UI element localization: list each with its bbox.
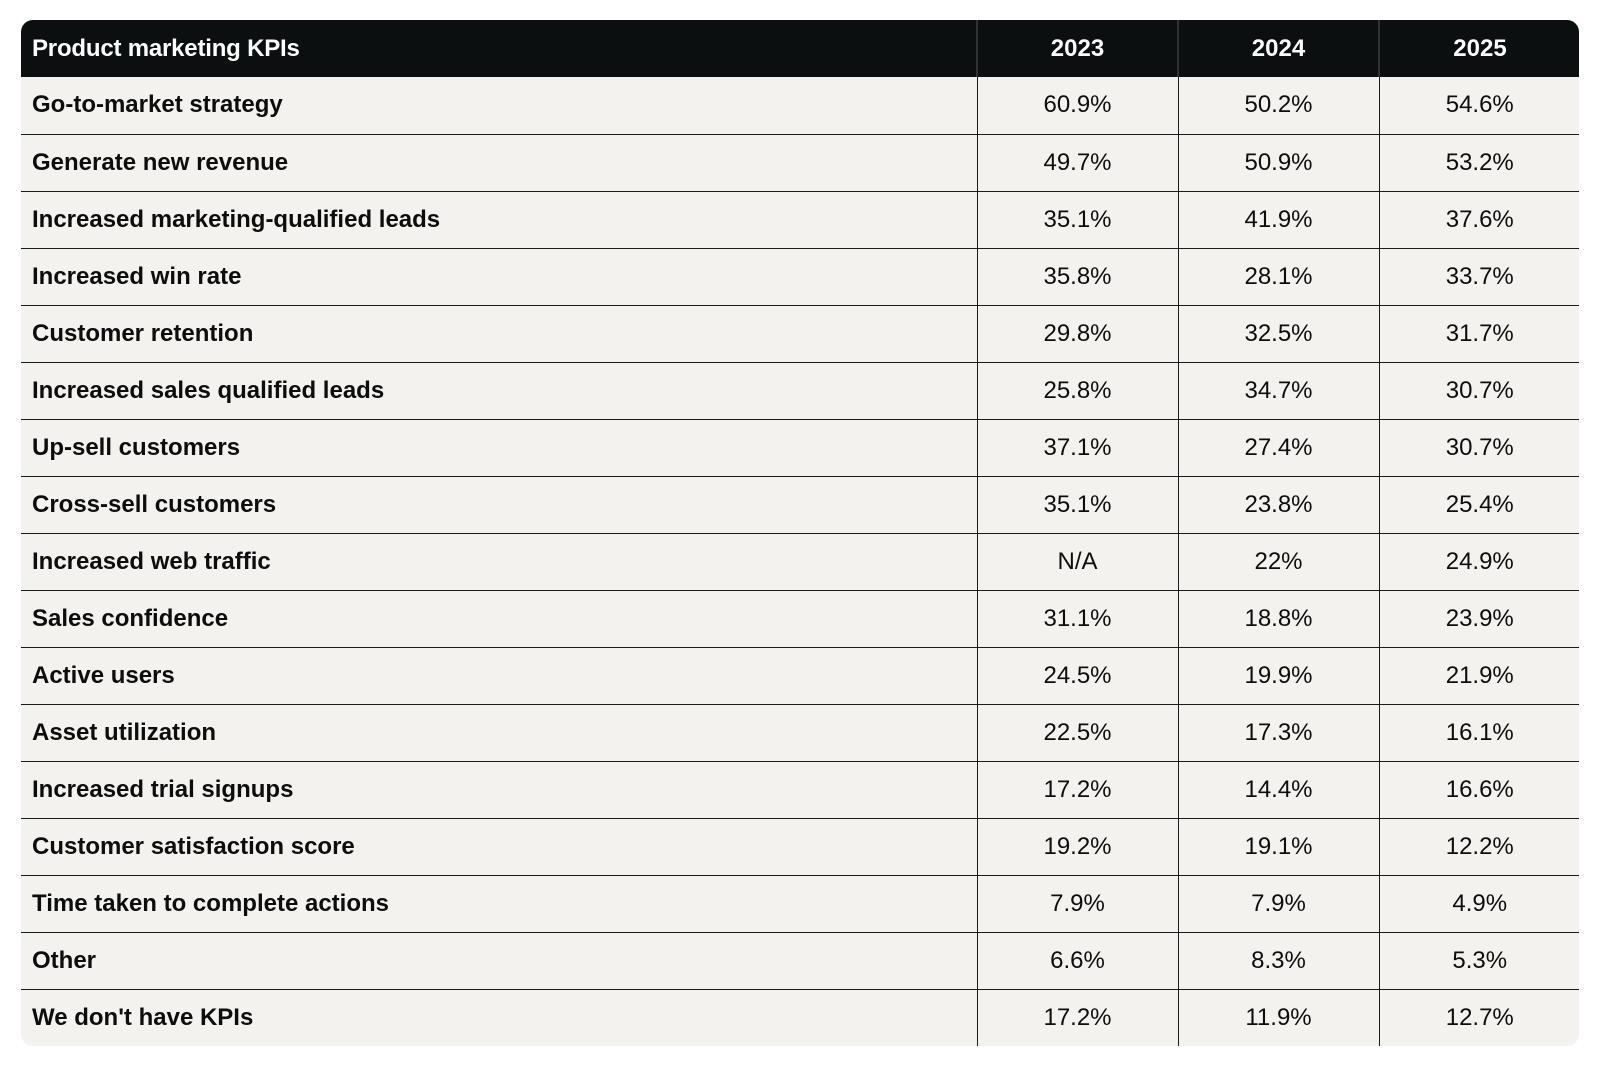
- header-year-2025: 2025: [1378, 20, 1579, 77]
- cell-value-2024: 27.4%: [1177, 418, 1379, 476]
- table-row: Increased win rate 35.8% 28.1% 33.7%: [21, 247, 1579, 305]
- row-label: Generate new revenue: [21, 133, 977, 191]
- table-row: Increased trial signups 17.2% 14.4% 16.6%: [21, 760, 1579, 818]
- cell-value-2023: 35.8%: [976, 247, 1178, 305]
- row-label: Customer satisfaction score: [21, 817, 977, 875]
- kpi-table-card: Product marketing KPIs 2023 2024 2025 Go…: [21, 20, 1579, 1046]
- row-label: Increased marketing-qualified leads: [21, 190, 977, 248]
- table-row: Up-sell customers 37.1% 27.4% 30.7%: [21, 418, 1579, 476]
- cell-value-2024: 34.7%: [1177, 361, 1379, 419]
- cell-value-2025: 23.9%: [1378, 589, 1579, 647]
- cell-value-2023: 29.8%: [976, 304, 1178, 362]
- row-label: Increased trial signups: [21, 760, 977, 818]
- cell-value-2024: 28.1%: [1177, 247, 1379, 305]
- table-row: Other 6.6% 8.3% 5.3%: [21, 931, 1579, 989]
- header-row: Product marketing KPIs 2023 2024 2025: [21, 20, 1579, 77]
- row-label: Increased sales qualified leads: [21, 361, 977, 419]
- table-row: Go-to-market strategy 60.9% 50.2% 54.6%: [21, 77, 1579, 134]
- cell-value-2023: 7.9%: [976, 874, 1178, 932]
- row-label: Cross-sell customers: [21, 475, 977, 533]
- cell-value-2023: 37.1%: [976, 418, 1178, 476]
- cell-value-2025: 24.9%: [1378, 532, 1579, 590]
- row-label: Active users: [21, 646, 977, 704]
- table-row: Increased marketing-qualified leads 35.1%…: [21, 190, 1579, 248]
- table-row: Time taken to complete actions 7.9% 7.9% 4.…: [21, 874, 1579, 932]
- cell-value-2023: 17.2%: [976, 988, 1178, 1046]
- cell-value-2024: 50.2%: [1177, 77, 1379, 134]
- cell-value-2023: N/A: [976, 532, 1178, 590]
- cell-value-2025: 21.9%: [1378, 646, 1579, 704]
- cell-value-2025: 30.7%: [1378, 418, 1579, 476]
- cell-value-2025: 12.7%: [1378, 988, 1579, 1046]
- cell-value-2025: 31.7%: [1378, 304, 1579, 362]
- cell-value-2025: 12.2%: [1378, 817, 1579, 875]
- cell-value-2024: 7.9%: [1177, 874, 1379, 932]
- cell-value-2025: 16.1%: [1378, 703, 1579, 761]
- cell-value-2024: 18.8%: [1177, 589, 1379, 647]
- row-label: Increased web traffic: [21, 532, 977, 590]
- row-label: Customer retention: [21, 304, 977, 362]
- cell-value-2023: 35.1%: [976, 190, 1178, 248]
- header-label: Product marketing KPIs: [32, 34, 300, 62]
- cell-value-2023: 35.1%: [976, 475, 1178, 533]
- table-row: Sales confidence 31.1% 18.8% 23.9%: [21, 589, 1579, 647]
- cell-value-2023: 24.5%: [976, 646, 1178, 704]
- cell-value-2024: 32.5%: [1177, 304, 1379, 362]
- cell-value-2024: 22%: [1177, 532, 1379, 590]
- cell-value-2024: 14.4%: [1177, 760, 1379, 818]
- table-header: Product marketing KPIs 2023 2024 2025: [21, 20, 1579, 77]
- header-year-2023: 2023: [976, 20, 1178, 77]
- kpi-table: Product marketing KPIs 2023 2024 2025 Go…: [21, 20, 1579, 1046]
- cell-value-2025: 37.6%: [1378, 190, 1579, 248]
- table-row: Cross-sell customers 35.1% 23.8% 25.4%: [21, 475, 1579, 533]
- row-label: Asset utilization: [21, 703, 977, 761]
- row-label: Other: [21, 931, 977, 989]
- row-label: Increased win rate: [21, 247, 977, 305]
- table-row: Increased web traffic N/A 22% 24.9%: [21, 532, 1579, 590]
- cell-value-2023: 22.5%: [976, 703, 1178, 761]
- cell-value-2025: 54.6%: [1378, 77, 1579, 134]
- cell-value-2023: 31.1%: [976, 589, 1178, 647]
- cell-value-2023: 17.2%: [976, 760, 1178, 818]
- header-year-2024: 2024: [1177, 20, 1379, 77]
- cell-value-2025: 4.9%: [1378, 874, 1579, 932]
- row-label: Up-sell customers: [21, 418, 977, 476]
- cell-value-2024: 11.9%: [1177, 988, 1379, 1046]
- table-row: Asset utilization 22.5% 17.3% 16.1%: [21, 703, 1579, 761]
- table-row: We don't have KPIs 17.2% 11.9% 12.7%: [21, 988, 1579, 1046]
- cell-value-2023: 49.7%: [976, 133, 1178, 191]
- table-row: Increased sales qualified leads 25.8% 34.7…: [21, 361, 1579, 419]
- cell-value-2024: 8.3%: [1177, 931, 1379, 989]
- cell-value-2023: 25.8%: [976, 361, 1178, 419]
- cell-value-2025: 33.7%: [1378, 247, 1579, 305]
- table-row: Generate new revenue 49.7% 50.9% 53.2%: [21, 133, 1579, 191]
- cell-value-2023: 19.2%: [976, 817, 1178, 875]
- cell-value-2025: 16.6%: [1378, 760, 1579, 818]
- row-label: Sales confidence: [21, 589, 977, 647]
- cell-value-2023: 6.6%: [976, 931, 1178, 989]
- table-row: Customer retention 29.8% 32.5% 31.7%: [21, 304, 1579, 362]
- table-row: Active users 24.5% 19.9% 21.9%: [21, 646, 1579, 704]
- cell-value-2024: 19.1%: [1177, 817, 1379, 875]
- cell-value-2024: 19.9%: [1177, 646, 1379, 704]
- cell-value-2025: 53.2%: [1378, 133, 1579, 191]
- cell-value-2025: 30.7%: [1378, 361, 1579, 419]
- table-row: Customer satisfaction score 19.2% 19.1% 12.…: [21, 817, 1579, 875]
- cell-value-2025: 25.4%: [1378, 475, 1579, 533]
- row-label: We don't have KPIs: [21, 988, 977, 1046]
- cell-value-2024: 17.3%: [1177, 703, 1379, 761]
- cell-value-2024: 41.9%: [1177, 190, 1379, 248]
- table-body: Go-to-market strategy 60.9% 50.2% 54.6% Gene…: [21, 77, 1579, 1046]
- row-label: Go-to-market strategy: [32, 91, 283, 119]
- cell-value-2024: 50.9%: [1177, 133, 1379, 191]
- cell-value-2024: 23.8%: [1177, 475, 1379, 533]
- cell-value-2023: 60.9%: [976, 77, 1178, 134]
- cell-value-2025: 5.3%: [1378, 931, 1579, 989]
- row-label: Time taken to complete actions: [21, 874, 977, 932]
